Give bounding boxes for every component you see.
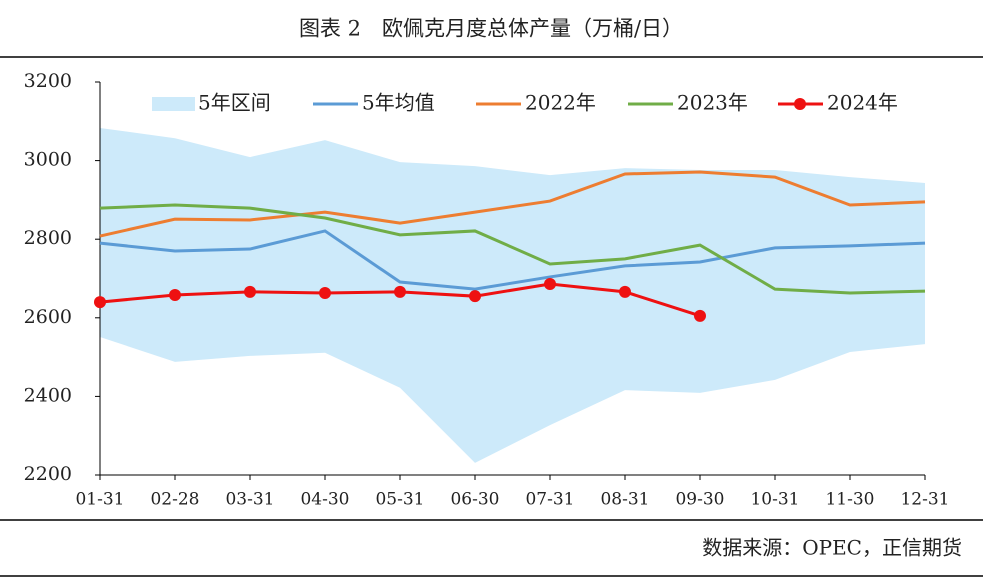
y-tick-label: 2800 xyxy=(24,227,72,249)
line-series xyxy=(99,203,926,295)
x-tick-label: 06-30 xyxy=(450,490,499,510)
x-tick-label: 02-28 xyxy=(150,490,199,510)
point xyxy=(619,285,631,298)
x-tick-label: 12-31 xyxy=(900,490,949,510)
point xyxy=(544,278,556,291)
legend-label: 2024年 xyxy=(827,91,898,115)
x-tick-label: 07-31 xyxy=(525,490,574,510)
x-tick-label: 03-31 xyxy=(225,490,274,510)
x-tick-label: 10-31 xyxy=(750,490,799,510)
point xyxy=(469,290,481,303)
x-tick-label: 11-30 xyxy=(825,490,874,510)
y-tick-label: 3000 xyxy=(24,149,72,171)
point xyxy=(169,289,181,302)
point xyxy=(694,309,706,322)
y-tick-label: 2600 xyxy=(24,306,72,328)
chart-title: 图表 2 欧佩克月度总体产量（万桶/日） xyxy=(299,17,683,41)
line-series xyxy=(99,170,926,238)
point xyxy=(394,285,406,298)
y-tick-label: 2200 xyxy=(24,463,72,485)
x-tick-label: 08-31 xyxy=(600,490,649,510)
x-tick-label: 01-31 xyxy=(75,490,124,510)
legend-label: 2022年 xyxy=(525,91,596,115)
y-tick-label: 3200 xyxy=(24,70,72,92)
x-tick-label: 09-30 xyxy=(675,490,724,510)
source: 数据来源：OPEC，正信期货 xyxy=(702,536,962,560)
line-series xyxy=(99,229,926,291)
y-tick-label: 2400 xyxy=(24,384,72,406)
legend-label: 2023年 xyxy=(677,91,748,115)
legend-label: 5年均值 xyxy=(362,91,435,115)
legend-swatch xyxy=(152,97,195,111)
legend-label: 5年区间 xyxy=(198,91,271,115)
range-band xyxy=(100,127,925,463)
legend-marker xyxy=(794,98,806,110)
point xyxy=(94,296,106,309)
point xyxy=(319,287,331,300)
x-tick-label: 05-31 xyxy=(375,490,424,510)
point xyxy=(244,285,256,298)
x-tick-label: 04-30 xyxy=(300,490,349,510)
